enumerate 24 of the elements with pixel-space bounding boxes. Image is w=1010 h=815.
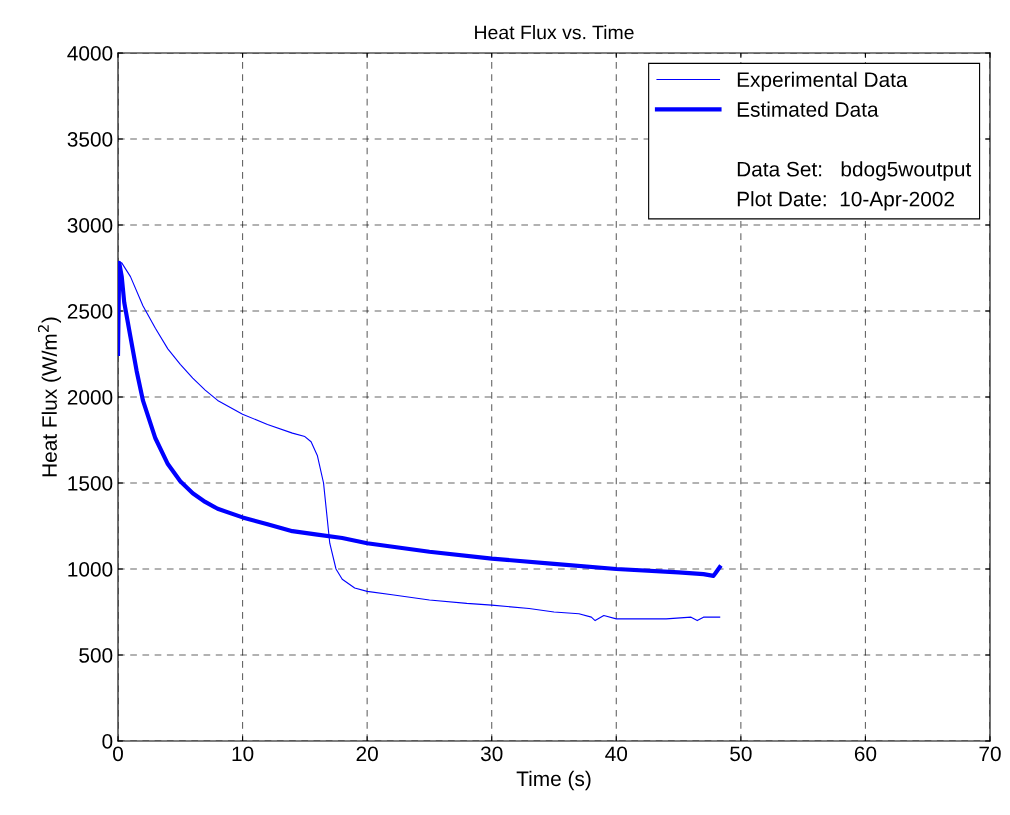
y-axis-title: Heat Flux (W/m$^{2}$) [37,317,62,477]
legend-label: Estimated Data [737,101,879,117]
x-axis-title: Time (s) [516,770,591,791]
y-tick-label: 4000 [67,46,113,61]
x-tick-label: 70 [979,746,1001,762]
x-tick-label: 10 [232,746,254,762]
y-tick-label: 500 [79,648,113,663]
annotation: Data Set: bdog5woutput [737,161,972,181]
x-tick-label: 40 [605,746,628,762]
x-tick-label: 60 [854,746,877,762]
chart-title: Heat Flux vs. Time [475,25,634,40]
annotation: Plot Date: 10-Apr-2002 [737,191,954,211]
x-tick-label: 50 [730,746,752,762]
y-tick-label: 0 [102,734,113,749]
x-tick-label: 20 [356,746,378,762]
y-tick-label: 3500 [67,132,113,147]
y-tick-label: 2500 [67,304,113,319]
y-tick-label: 1500 [68,476,113,491]
y-tick-label: 1000 [68,562,113,577]
x-tick-label: 30 [480,746,503,762]
x-tick-label: 0 [113,746,123,762]
y-tick-label: 3000 [67,218,113,233]
legend-label: Experimental Data [737,71,908,92]
y-tick-label: 2000 [67,390,113,405]
